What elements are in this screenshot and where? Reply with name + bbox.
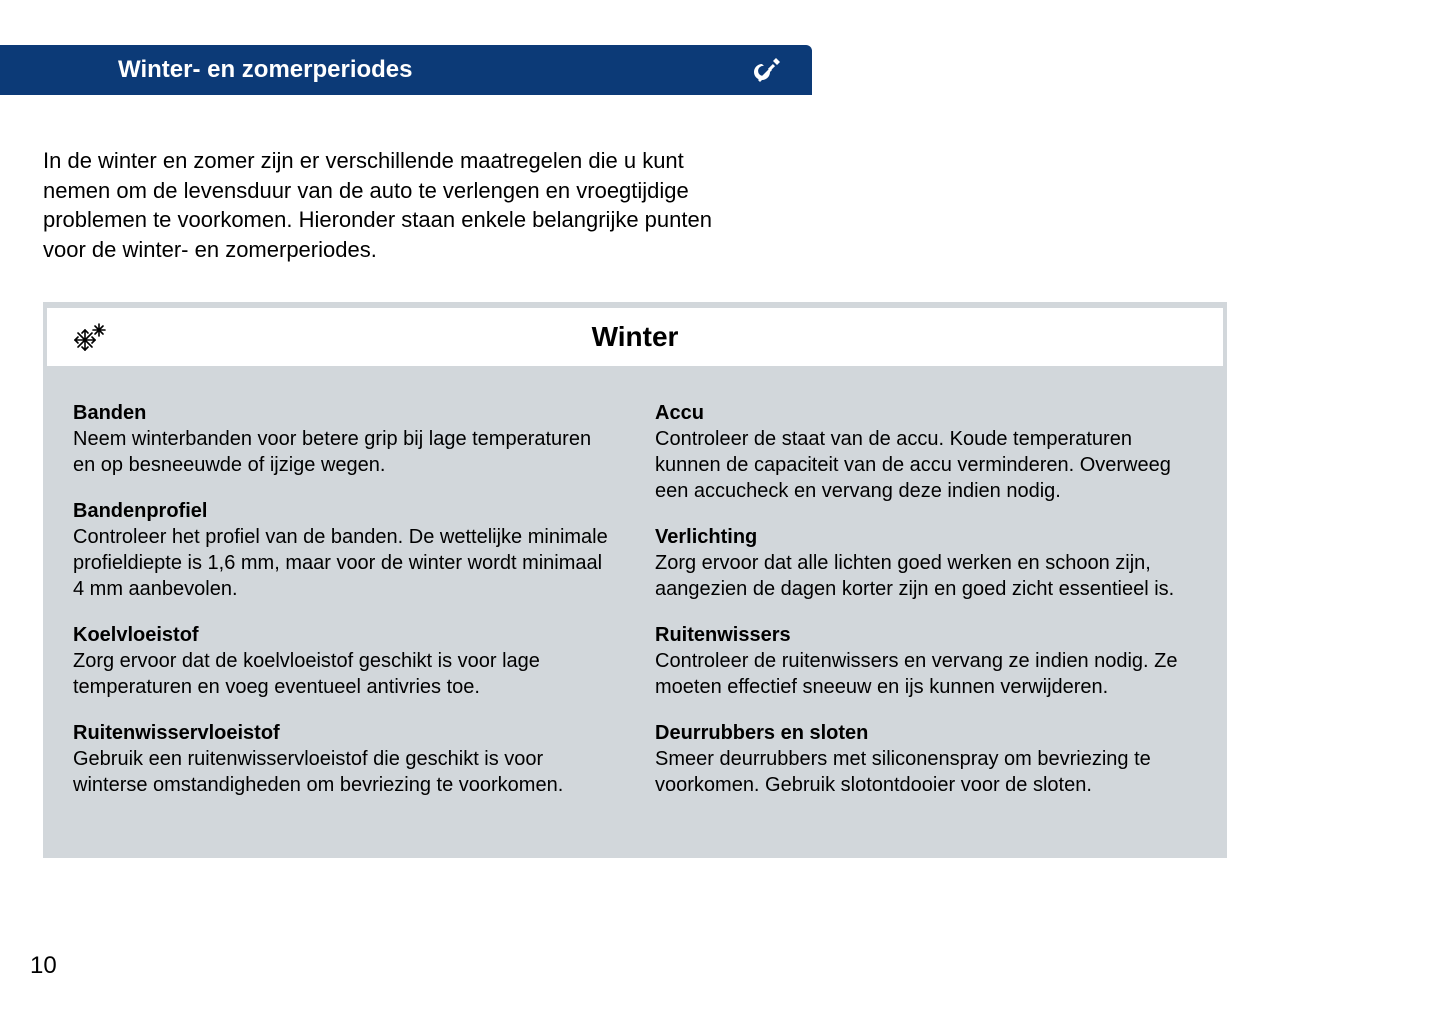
block-text: Smeer deurrubbers met siliconenspray om … (655, 746, 1197, 798)
block-text: Controleer de staat van de accu. Koude t… (655, 426, 1197, 504)
block-title: Koelvloeistof (73, 622, 615, 648)
content-block: Bandenprofiel Controleer het profiel van… (73, 498, 615, 602)
intro-paragraph: In de winter en zomer zijn er verschille… (43, 146, 743, 265)
winter-panel-header: Winter (47, 308, 1223, 366)
block-title: Accu (655, 400, 1197, 426)
block-text: Controleer de ruitenwissers en vervang z… (655, 648, 1197, 700)
block-text: Zorg ervoor dat alle lichten goed werken… (655, 550, 1197, 602)
block-title: Bandenprofiel (73, 498, 615, 524)
block-title: Deurrubbers en sloten (655, 720, 1197, 746)
content-block: Ruitenwisservloeistof Gebruik een ruiten… (73, 720, 615, 798)
winter-panel: Winter Banden Neem winterbanden voor bet… (43, 302, 1227, 858)
page-number: 10 (30, 952, 57, 980)
tools-icon (752, 54, 784, 86)
content-block: Verlichting Zorg ervoor dat alle lichten… (655, 524, 1197, 602)
winter-panel-title: Winter (47, 321, 1223, 353)
content-block: Koelvloeistof Zorg ervoor dat de koelvlo… (73, 622, 615, 700)
block-title: Ruitenwissers (655, 622, 1197, 648)
block-text: Neem winterbanden voor betere grip bij l… (73, 426, 615, 478)
content-block: Accu Controleer de staat van de accu. Ko… (655, 400, 1197, 504)
block-text: Controleer het profiel van de banden. De… (73, 524, 615, 602)
block-text: Gebruik een ruitenwisservloeistof die ge… (73, 746, 615, 798)
block-text: Zorg ervoor dat de koelvloeistof geschik… (73, 648, 615, 700)
page-header-title: Winter- en zomerperiodes (118, 56, 413, 84)
block-title: Banden (73, 400, 615, 426)
winter-column-left: Banden Neem winterbanden voor betere gri… (73, 400, 615, 818)
block-title: Verlichting (655, 524, 1197, 550)
page-header-bar: Winter- en zomerperiodes (0, 45, 812, 95)
content-block: Ruitenwissers Controleer de ruitenwisser… (655, 622, 1197, 700)
content-block: Deurrubbers en sloten Smeer deurrubbers … (655, 720, 1197, 798)
content-block: Banden Neem winterbanden voor betere gri… (73, 400, 615, 478)
document-page: Winter- en zomerperiodes In de winter en… (0, 0, 1445, 1018)
block-title: Ruitenwisservloeistof (73, 720, 615, 746)
winter-panel-body: Banden Neem winterbanden voor betere gri… (43, 366, 1227, 858)
winter-column-right: Accu Controleer de staat van de accu. Ko… (655, 400, 1197, 818)
